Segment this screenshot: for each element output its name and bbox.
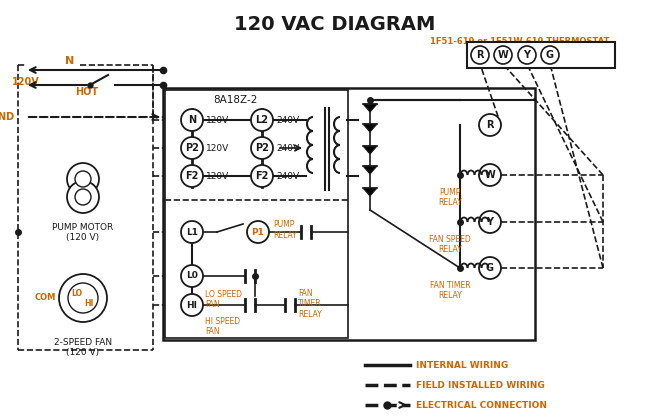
Circle shape: [181, 265, 203, 287]
Text: LO: LO: [72, 289, 82, 297]
Text: N: N: [188, 115, 196, 125]
Circle shape: [67, 163, 99, 195]
Text: 240V: 240V: [276, 143, 299, 153]
Text: F2: F2: [255, 171, 269, 181]
Circle shape: [251, 137, 273, 159]
Text: 120V: 120V: [206, 116, 229, 124]
Text: HI: HI: [84, 298, 94, 308]
Text: 240V: 240V: [276, 116, 299, 124]
Text: R: R: [476, 50, 484, 60]
Circle shape: [181, 294, 203, 316]
Circle shape: [251, 165, 273, 187]
Text: COM: COM: [35, 293, 56, 303]
Polygon shape: [363, 146, 377, 154]
Text: F2: F2: [186, 171, 199, 181]
Text: L2: L2: [255, 115, 269, 125]
Circle shape: [494, 46, 512, 64]
Text: PUMP
RELAY: PUMP RELAY: [438, 188, 462, 207]
Bar: [467, 42, 615, 68]
Text: P2: P2: [185, 143, 199, 153]
Circle shape: [68, 283, 98, 313]
Circle shape: [479, 257, 501, 279]
Circle shape: [75, 171, 91, 187]
Text: 120 VAC DIAGRAM: 120 VAC DIAGRAM: [234, 15, 436, 34]
Polygon shape: [363, 188, 377, 196]
Text: L0: L0: [186, 272, 198, 280]
Circle shape: [67, 181, 99, 213]
Polygon shape: [363, 124, 377, 132]
Text: P2: P2: [255, 143, 269, 153]
Polygon shape: [363, 166, 377, 174]
Text: ELECTRICAL CONNECTION: ELECTRICAL CONNECTION: [416, 401, 547, 409]
Text: FAN SPEED
RELAY: FAN SPEED RELAY: [429, 235, 471, 254]
Circle shape: [541, 46, 559, 64]
Text: N: N: [66, 56, 74, 66]
Text: FAN TIMER
RELAY: FAN TIMER RELAY: [429, 281, 470, 300]
Text: 2-SPEED FAN
(120 V): 2-SPEED FAN (120 V): [54, 338, 112, 357]
Circle shape: [181, 137, 203, 159]
Text: Y: Y: [523, 50, 531, 60]
Text: W: W: [498, 50, 509, 60]
Text: 120V: 120V: [206, 143, 229, 153]
Circle shape: [479, 114, 501, 136]
Text: GND: GND: [0, 112, 15, 122]
Text: FAN
TIMER
RELAY: FAN TIMER RELAY: [298, 289, 322, 319]
Text: R: R: [486, 120, 494, 130]
Text: HI SPEED
FAN: HI SPEED FAN: [205, 317, 240, 336]
Circle shape: [75, 189, 91, 205]
Text: INTERNAL WIRING: INTERNAL WIRING: [416, 360, 509, 370]
Text: 1F51-619 or 1F51W-619 THERMOSTAT: 1F51-619 or 1F51W-619 THERMOSTAT: [430, 37, 610, 46]
Text: HI: HI: [186, 300, 198, 310]
Text: FIELD INSTALLED WIRING: FIELD INSTALLED WIRING: [416, 380, 545, 390]
Circle shape: [518, 46, 536, 64]
Bar: [165, 90, 348, 338]
Text: PUMP MOTOR
(120 V): PUMP MOTOR (120 V): [52, 223, 114, 243]
Text: W: W: [484, 170, 495, 180]
Circle shape: [251, 109, 273, 131]
Bar: [163, 88, 535, 340]
Circle shape: [247, 221, 269, 243]
Circle shape: [479, 164, 501, 186]
Circle shape: [59, 274, 107, 322]
Text: 120V: 120V: [206, 171, 229, 181]
Text: G: G: [486, 263, 494, 273]
Polygon shape: [363, 104, 377, 112]
Text: HOT: HOT: [75, 87, 98, 97]
Text: G: G: [546, 50, 554, 60]
Text: LO SPEED
FAN: LO SPEED FAN: [205, 290, 242, 309]
Text: 8A18Z-2: 8A18Z-2: [213, 95, 257, 105]
Text: Y: Y: [486, 217, 494, 227]
Circle shape: [479, 211, 501, 233]
Circle shape: [181, 109, 203, 131]
Text: 240V: 240V: [276, 171, 299, 181]
Text: 120V: 120V: [12, 77, 40, 87]
Text: L1: L1: [186, 228, 198, 236]
Text: P1: P1: [251, 228, 265, 236]
Circle shape: [181, 165, 203, 187]
Circle shape: [181, 221, 203, 243]
Text: PUMP
RELAY: PUMP RELAY: [273, 220, 297, 240]
Circle shape: [471, 46, 489, 64]
